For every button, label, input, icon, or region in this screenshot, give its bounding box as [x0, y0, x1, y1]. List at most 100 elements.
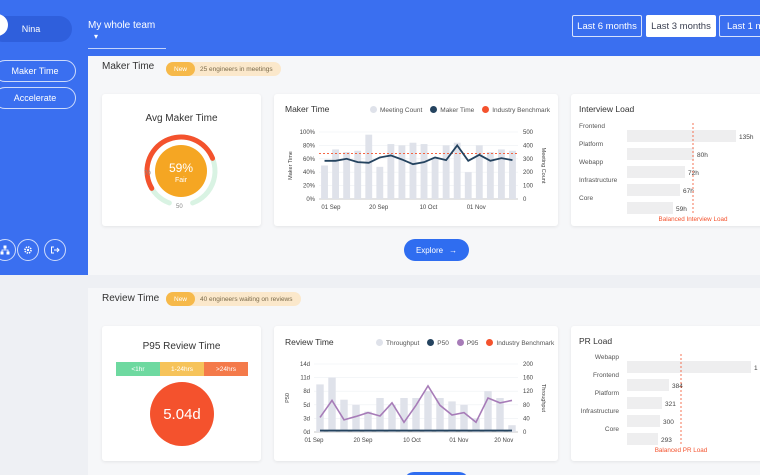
y-tick-label: 40% — [303, 170, 316, 176]
y2-tick-label: 300 — [523, 157, 534, 163]
chart-title: Review Time — [285, 337, 334, 347]
legend-label: Throughput — [386, 340, 420, 347]
load-bar — [627, 202, 673, 214]
nav-accelerate[interactable]: Accelerate — [0, 87, 76, 109]
x-tick-label: 20 Sep — [369, 205, 389, 211]
bucket-under-1hr[interactable]: <1hr — [116, 362, 160, 376]
p95-value-circle: 5.04d — [150, 382, 214, 446]
section-note: 40 engineers waiting on reviews — [166, 292, 301, 306]
interview-load-card: Interview Load Frontend 135h Platform 80h We… — [571, 94, 760, 226]
team-select[interactable]: My whole team ▾ — [88, 20, 166, 49]
throughput-bar — [328, 377, 336, 432]
y2-tick-label: 200 — [523, 170, 534, 176]
throughput-bar — [409, 142, 417, 199]
review-time-chart-card: Review Time Throughput P50 P95 Industry … — [274, 326, 558, 461]
throughput-bar — [453, 142, 461, 199]
throughput-bar — [332, 149, 340, 199]
y-tick-label: 0d — [303, 430, 310, 436]
throughput-bar — [352, 404, 360, 432]
gauge-left-tick: 70 — [144, 171, 151, 177]
legend-item[interactable]: Throughput — [376, 339, 419, 347]
card-title: P95 Review Time — [142, 341, 221, 352]
bucket-label: >24hrs — [215, 365, 237, 373]
user-menu[interactable]: Nina — [0, 16, 72, 42]
throughput-bar — [442, 145, 450, 199]
p95-line — [319, 384, 513, 424]
bucket-over-24hrs[interactable]: >24hrs — [204, 362, 248, 376]
y-tick-label: 11d — [300, 376, 310, 382]
y-tick-label: 5d — [303, 403, 310, 409]
maker-time-gauge: 70 50 59% Fair — [144, 134, 218, 210]
section-title: Maker Time — [102, 61, 155, 72]
benchmark-label: Balanced Interview Load — [659, 216, 728, 223]
card-title: Interview Load — [579, 104, 635, 114]
y-tick-label: 100% — [300, 130, 316, 136]
row-value: 135h — [739, 134, 754, 141]
load-bar — [627, 184, 680, 196]
x-tick-label: 10 Oct — [403, 438, 421, 444]
row-label: Core — [579, 195, 593, 202]
row-label: Infrastructure — [581, 408, 620, 415]
legend-item[interactable]: Industry Benchmark — [482, 106, 550, 114]
chart-title: Maker Time — [285, 104, 330, 114]
y-axis-label: Maker Time — [288, 151, 294, 180]
row-value: 59h — [676, 206, 687, 213]
load-bar — [627, 397, 662, 409]
throughput-bar — [340, 399, 348, 432]
avatar[interactable] — [0, 14, 8, 36]
throughput-bar — [387, 144, 395, 199]
row-value: 80h — [697, 152, 708, 159]
y2-axis-label: Meeting Count — [540, 148, 546, 184]
nav-maker-time[interactable]: Maker Time — [0, 60, 76, 82]
range-label: Last 6 months — [577, 20, 637, 32]
legend-item[interactable]: P50 — [427, 339, 449, 347]
pr-load-chart: Webapp 1 Frontend 384 Platform 321 Infrastruct… — [581, 354, 758, 454]
row-label: Webapp — [595, 354, 619, 361]
range-last-6-months[interactable]: Last 6 months — [572, 15, 642, 37]
org-chart-icon[interactable] — [0, 239, 16, 261]
y-tick-label: 14d — [300, 362, 310, 368]
explore-button[interactable]: Explore → — [404, 239, 469, 261]
row-value: 300 — [663, 419, 674, 426]
bucket-1-24hrs[interactable]: 1-24hrs — [160, 362, 204, 376]
y2-tick-label: 80 — [523, 403, 530, 409]
new-badge: New — [166, 62, 196, 76]
badge-text: New — [174, 295, 188, 303]
legend-item[interactable]: Industry Benchmark — [486, 339, 554, 347]
load-bar — [627, 130, 736, 142]
legend-label: Meeting Count — [380, 107, 423, 114]
legend-label: P95 — [466, 340, 479, 347]
y2-tick-label: 200 — [523, 362, 534, 368]
row-label: Frontend — [579, 123, 605, 130]
throughput-bar — [388, 404, 396, 432]
throughput-bar — [509, 150, 516, 199]
x-tick-label: 01 Nov — [467, 205, 486, 211]
badge-text: New — [174, 65, 188, 73]
explore-button-review[interactable] — [404, 472, 469, 475]
x-tick-label: 20 Sep — [353, 438, 373, 444]
range-label: Last 3 months — [651, 20, 711, 32]
range-last-1-month[interactable]: Last 1 m — [719, 15, 760, 37]
throughput-bar — [448, 401, 456, 432]
load-bar — [627, 379, 669, 391]
review-time-chart: 0d 3d 5d 8d 11d 14d 0 40 80 120 160 200 P50 Throughpu… — [285, 362, 546, 444]
x-tick-label: 20 Nov — [494, 438, 513, 444]
legend-item[interactable]: Meeting Count — [370, 106, 422, 114]
throughput-bar — [412, 398, 420, 432]
maker-time-line — [324, 143, 513, 166]
gear-icon[interactable] — [17, 239, 39, 261]
p95-review-time-card: P95 Review Time <1hr 1-24hrs >24hrs 5.04… — [102, 326, 261, 461]
throughput-bar — [496, 398, 504, 432]
x-tick-label: 01 Sep — [304, 438, 324, 444]
range-last-3-months[interactable]: Last 3 months — [646, 15, 716, 37]
logout-icon[interactable] — [44, 239, 66, 261]
throughput-bar — [497, 149, 505, 199]
load-bar — [627, 433, 658, 445]
legend-item[interactable]: Maker Time — [430, 106, 474, 114]
row-value: 293 — [661, 437, 672, 444]
y-tick-label: 3d — [303, 416, 310, 422]
legend-item[interactable]: P95 — [456, 339, 479, 347]
row-label: Core — [605, 426, 619, 433]
x-tick-label: 01 Nov — [449, 438, 468, 444]
chart-legend: Meeting Count Maker Time Industry Benchm… — [370, 106, 550, 114]
